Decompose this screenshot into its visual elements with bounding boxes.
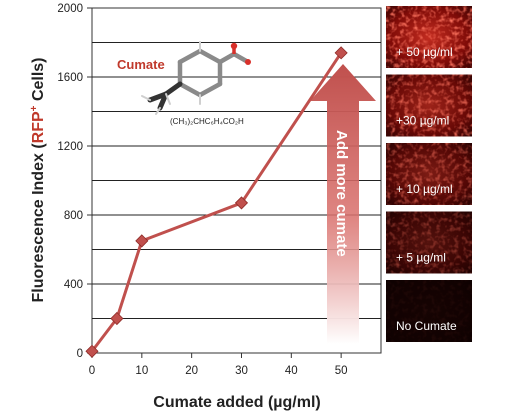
y-axis-title-highlight: RFP xyxy=(30,111,47,143)
y-tick-label: 1600 xyxy=(57,72,83,84)
x-tick-label: 30 xyxy=(235,365,248,377)
fluorescence-panel: No Cumate xyxy=(386,280,472,342)
y-axis-ticks: 0 400 800 1200 1600 2000 xyxy=(57,3,92,360)
x-axis-ticks: 0 10 20 30 40 50 xyxy=(89,353,348,377)
x-tick-label: 20 xyxy=(185,365,198,377)
y-axis-title: Fluorescence Index (RFP+ Cells) xyxy=(29,57,47,302)
panel-cells xyxy=(386,74,472,137)
panel-label: +30 µg/ml xyxy=(396,114,449,128)
data-point xyxy=(135,234,149,248)
x-tick-label: 40 xyxy=(285,365,298,377)
data-point xyxy=(85,344,99,358)
arrow-shape xyxy=(310,64,376,344)
y-axis-title-superscript: + xyxy=(29,105,40,111)
panel-label: + 5 µg/ml xyxy=(396,251,446,265)
y-tick-label: 800 xyxy=(64,210,83,222)
x-tick-label: 50 xyxy=(335,365,348,377)
y-tick-label: 1200 xyxy=(57,141,83,153)
panel-cells xyxy=(386,211,472,274)
compound-name: Cumate xyxy=(117,57,165,72)
panel-label: No Cumate xyxy=(396,319,457,333)
y-axis-title-prefix: Fluorescence Index ( xyxy=(30,143,47,303)
x-tick-label: 0 xyxy=(89,365,95,377)
panel-label: + 50 µg/ml xyxy=(396,45,453,59)
add-cumate-arrow: Add more cumate xyxy=(310,64,376,344)
data-series xyxy=(85,46,348,358)
y-tick-label: 2000 xyxy=(57,3,83,15)
y-axis-title-suffix: Cells) xyxy=(30,57,47,105)
arrow-label: Add more cumate xyxy=(333,130,350,257)
y-tick-label: 400 xyxy=(64,279,83,291)
data-point xyxy=(334,46,348,60)
panel-label: + 10 µg/ml xyxy=(396,182,453,196)
fluorescence-panel: + 5 µg/ml xyxy=(386,211,472,274)
data-point xyxy=(110,311,124,326)
series-line xyxy=(90,52,343,353)
fluorescence-panel: + 10 µg/ml xyxy=(386,143,472,205)
x-axis-title: Cumate added (µg/ml) xyxy=(153,394,320,411)
x-tick-label: 10 xyxy=(135,365,148,377)
cumate-molecule: Cumate (CH₃)₂CHC₆H₄CO₂H xyxy=(117,41,251,126)
panel-cells xyxy=(386,6,472,68)
compound-formula: (CH₃)₂CHC₆H₄CO₂H xyxy=(170,117,244,126)
panel-cells xyxy=(386,280,472,342)
panel-cells xyxy=(386,143,472,205)
fluorescence-panel: +30 µg/ml xyxy=(386,74,472,137)
fluorescence-panel: + 50 µg/ml xyxy=(386,6,472,68)
fluorescence-panels: + 50 µg/ml +30 µg/ml + 10 µg/ml + 5 µg/ml No… xyxy=(386,6,472,342)
y-tick-label: 0 xyxy=(77,348,83,360)
data-point xyxy=(234,196,249,210)
